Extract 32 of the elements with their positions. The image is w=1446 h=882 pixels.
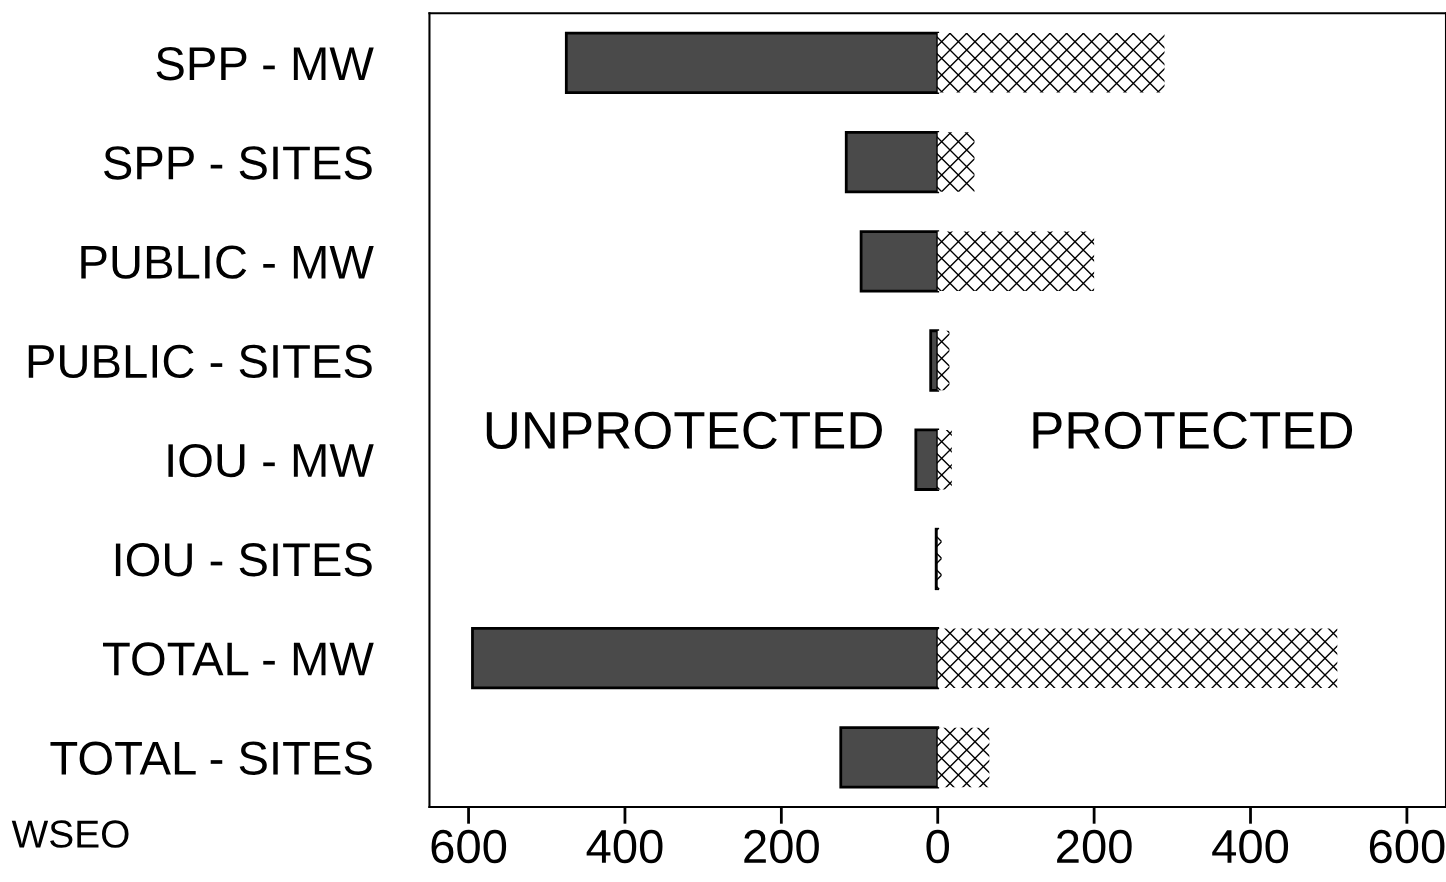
bar [564,31,940,94]
y-tick-label: SPP - MW [156,46,374,81]
x-tick-label: 400 [1212,829,1289,864]
bar [937,33,1165,93]
bar [471,627,940,690]
bar [937,330,950,391]
y-tick-label: IOU - MW [168,443,374,478]
x-tick-label: 600 [1369,829,1445,864]
y-tick-label: PUBLIC - MW [81,245,374,279]
x-tick-label: 200 [744,829,819,864]
series-label: PROTECTED [1033,411,1353,450]
bar [937,628,1338,688]
y-tick-label: TOTAL - SITES [50,741,372,775]
bar [937,231,1095,292]
series-label: UNPROTECTED [486,411,882,450]
bar [844,130,940,194]
y-tick-label: TOTAL - MW [103,642,374,676]
y-tick-label: PUBLIC - SITES [28,344,372,379]
x-tick-label: 400 [586,829,663,864]
bar [859,230,940,293]
y-tick-label: SPP - SITES [103,146,372,180]
bar [937,727,990,788]
bar [929,329,940,392]
x-tick-label: 200 [1057,829,1132,864]
text: WSEO [11,820,129,848]
x-tick-label: 600 [431,829,507,864]
bar [937,429,952,490]
bar [914,428,940,491]
bar [839,726,940,789]
x-tick-label: 0 [926,829,950,864]
y-tick-label: IOU - SITES [115,543,372,577]
bar [937,132,975,192]
